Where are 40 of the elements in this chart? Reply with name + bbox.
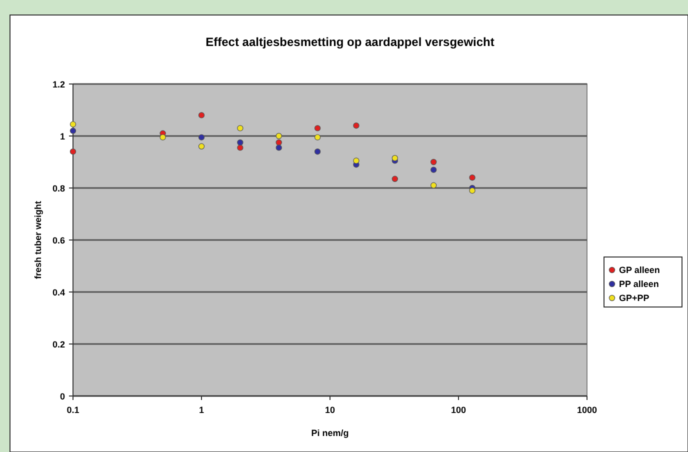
x-axis-title: Pi nem/g bbox=[311, 428, 349, 438]
point bbox=[198, 112, 205, 118]
y-tick-label: 1.2 bbox=[52, 80, 65, 90]
x-tick-label: 1000 bbox=[576, 405, 598, 415]
point bbox=[276, 139, 282, 146]
x-tick-label: 10 bbox=[324, 405, 336, 415]
point bbox=[392, 155, 398, 162]
point bbox=[198, 143, 205, 150]
point bbox=[237, 144, 244, 151]
legend-label: GP alleen bbox=[619, 265, 660, 275]
point bbox=[430, 182, 437, 188]
point bbox=[198, 134, 205, 140]
y-tick-label: 0 bbox=[60, 392, 65, 402]
point bbox=[353, 122, 360, 129]
point bbox=[430, 166, 437, 173]
chart-title: Effect aaltjesbesmetting op aardappel versgewicht bbox=[206, 35, 494, 49]
point bbox=[430, 158, 437, 166]
y-tick-label: 1 bbox=[60, 132, 65, 142]
point bbox=[469, 188, 476, 194]
point bbox=[237, 139, 244, 146]
point bbox=[314, 134, 321, 140]
y-axis-title: fresh tuber weight bbox=[33, 200, 43, 280]
point bbox=[314, 125, 321, 132]
point bbox=[392, 176, 398, 182]
point bbox=[469, 174, 476, 181]
point bbox=[314, 148, 321, 155]
legend-label: GP+PP bbox=[619, 293, 650, 303]
y-tick-label: 0.8 bbox=[52, 184, 65, 194]
x-tick-label: 1 bbox=[198, 405, 204, 415]
point bbox=[276, 132, 282, 140]
y-tick-label: 0.4 bbox=[52, 288, 65, 298]
x-tick-label: 100 bbox=[450, 405, 466, 415]
point bbox=[276, 144, 282, 151]
y-tick-label: 0.2 bbox=[52, 340, 65, 350]
legend-label: PP alleen bbox=[619, 279, 659, 289]
point bbox=[353, 158, 360, 164]
point bbox=[237, 125, 244, 132]
x-tick-label: 0.1 bbox=[66, 405, 80, 415]
y-tick-label: 0.6 bbox=[52, 236, 65, 246]
point bbox=[160, 134, 166, 140]
